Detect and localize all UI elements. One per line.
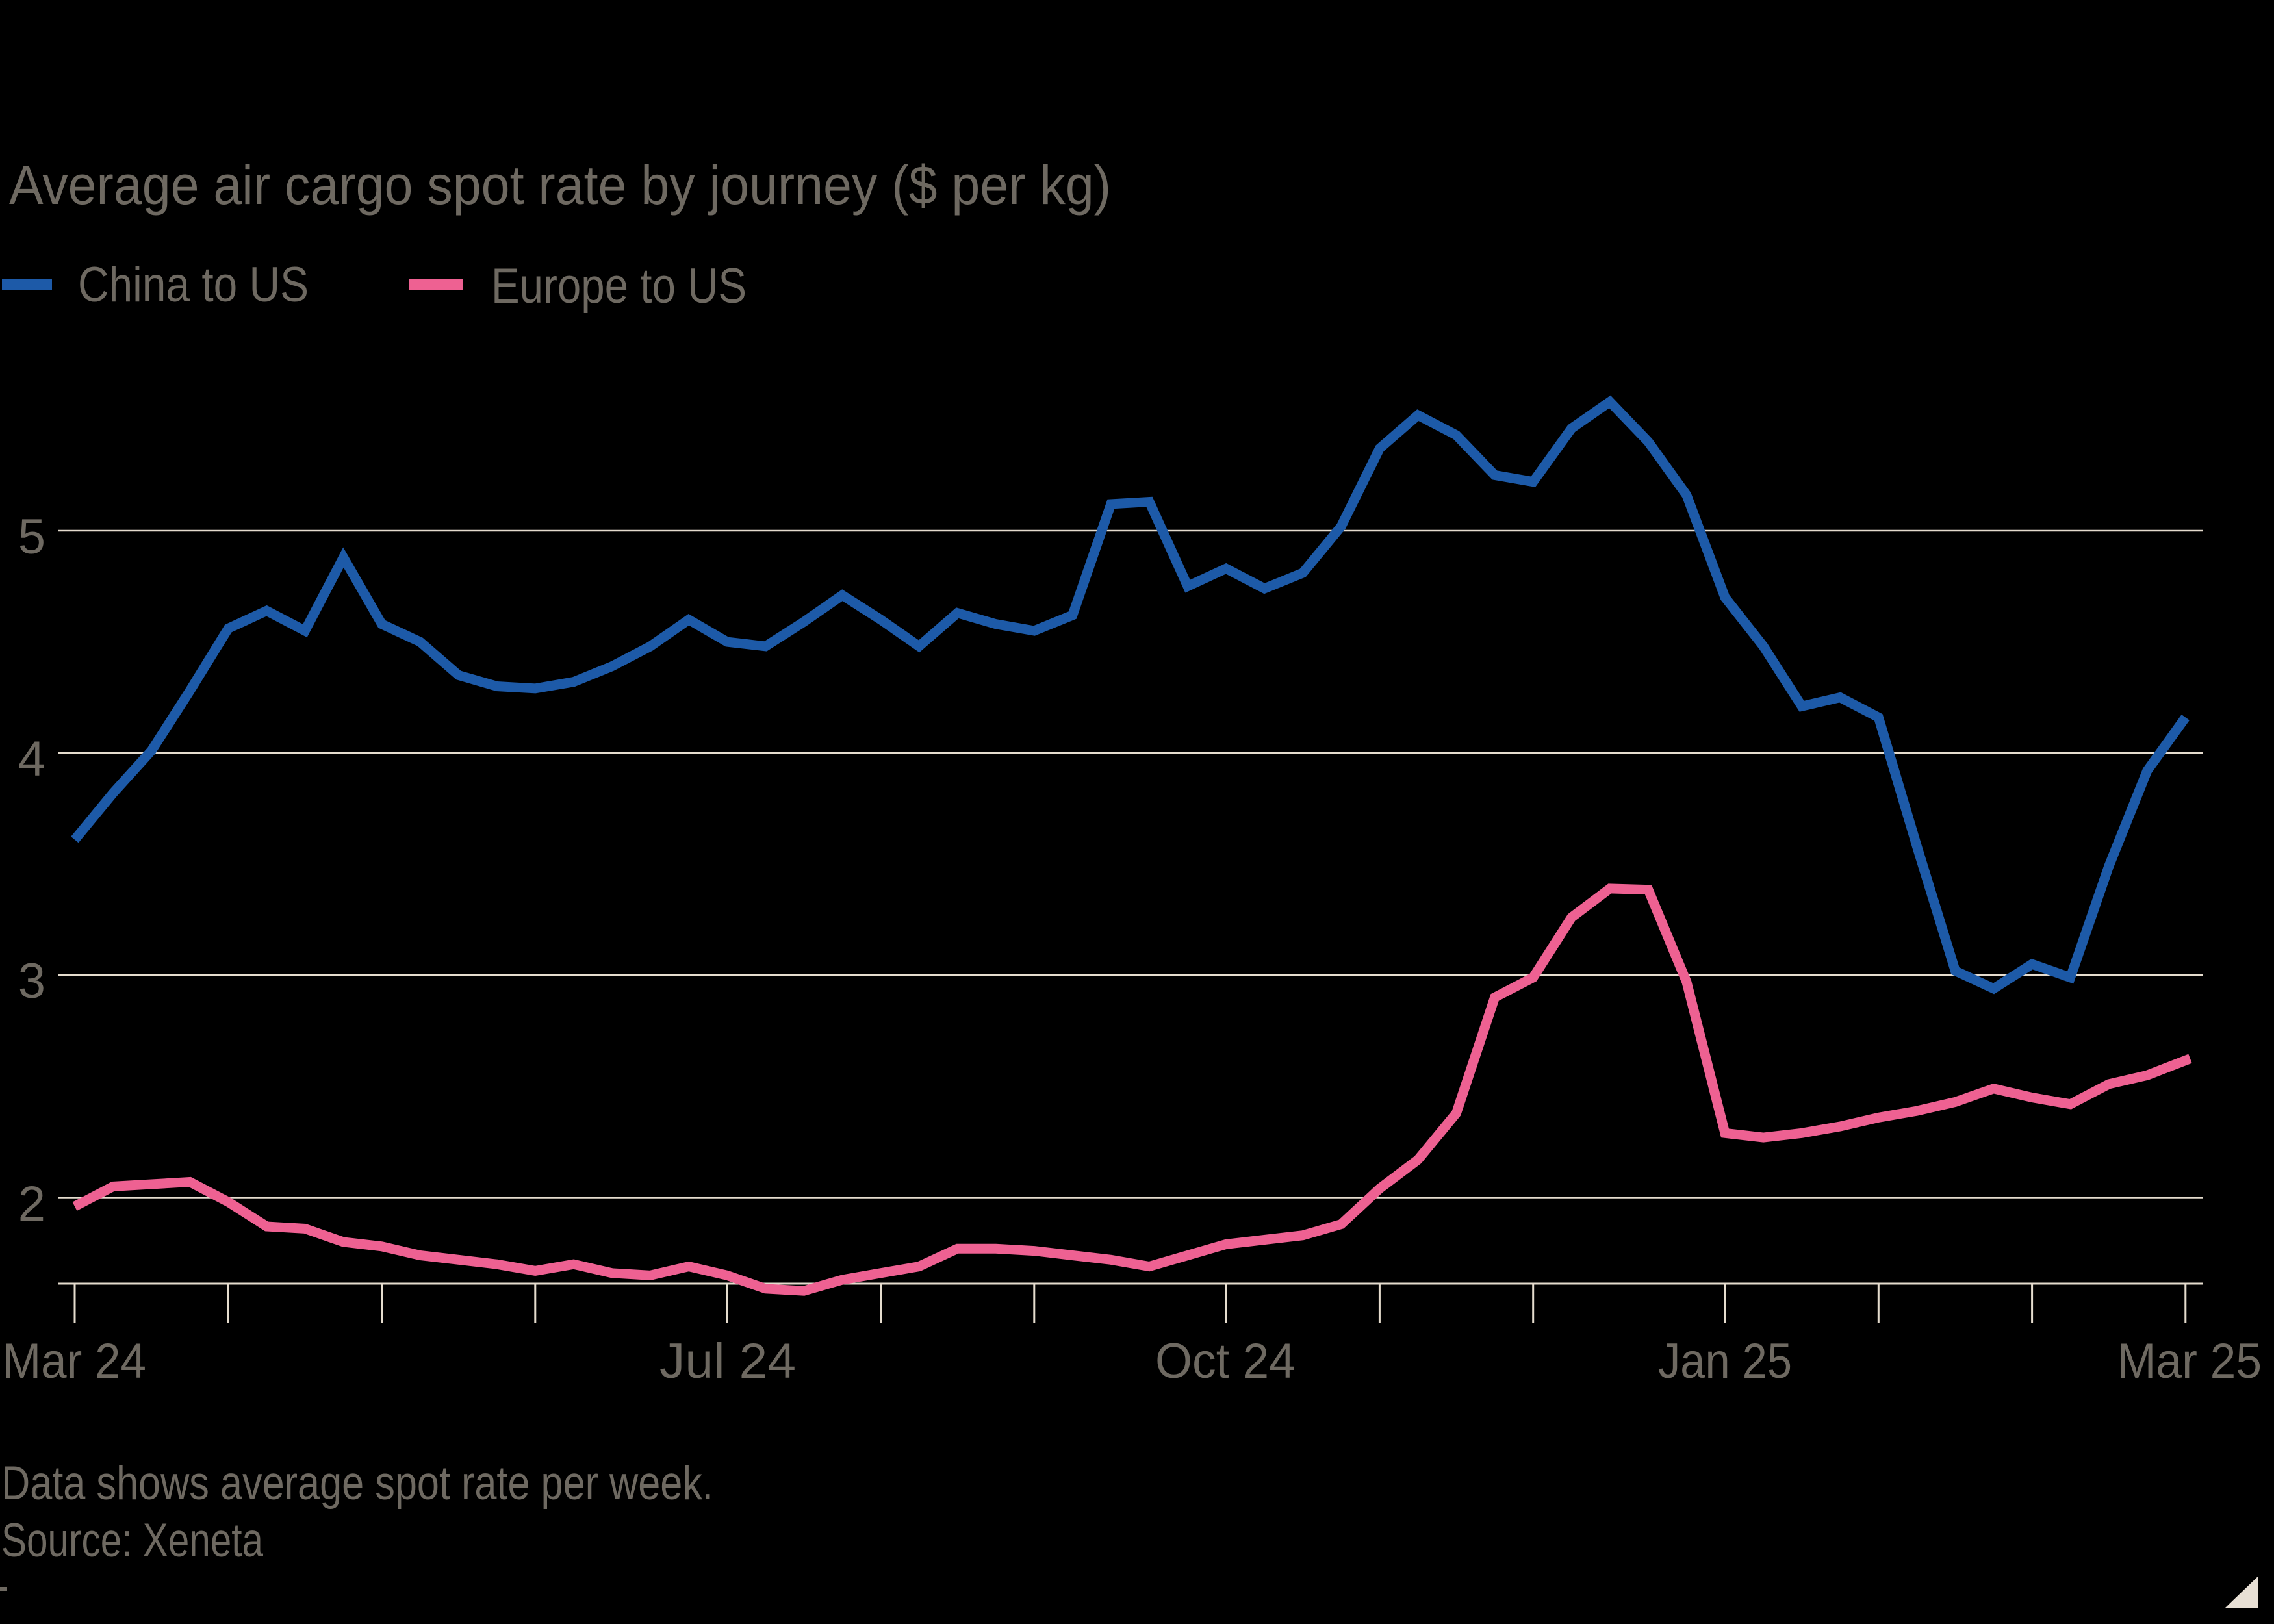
svg-text:5: 5 bbox=[18, 509, 45, 565]
svg-text:Mar 25: Mar 25 bbox=[2117, 1334, 2262, 1389]
svg-text:Source: Xeneta: Source: Xeneta bbox=[1, 1514, 263, 1567]
svg-text:Oct 24: Oct 24 bbox=[1155, 1334, 1296, 1389]
svg-text:China to US: China to US bbox=[78, 257, 309, 312]
svg-text:Mar 24: Mar 24 bbox=[3, 1334, 146, 1389]
svg-text:3: 3 bbox=[18, 954, 45, 1009]
svg-text:Jan 25: Jan 25 bbox=[1658, 1334, 1792, 1389]
svg-text:Europe to US: Europe to US bbox=[491, 259, 747, 314]
svg-text:Average air cargo spot rate by: Average air cargo spot rate by journey (… bbox=[9, 155, 1111, 216]
svg-text:2: 2 bbox=[18, 1176, 45, 1232]
svg-text:4: 4 bbox=[18, 731, 45, 787]
svg-text:Data shows average spot rate p: Data shows average spot rate per week. bbox=[1, 1457, 713, 1510]
svg-text:Jul 24: Jul 24 bbox=[659, 1334, 796, 1389]
